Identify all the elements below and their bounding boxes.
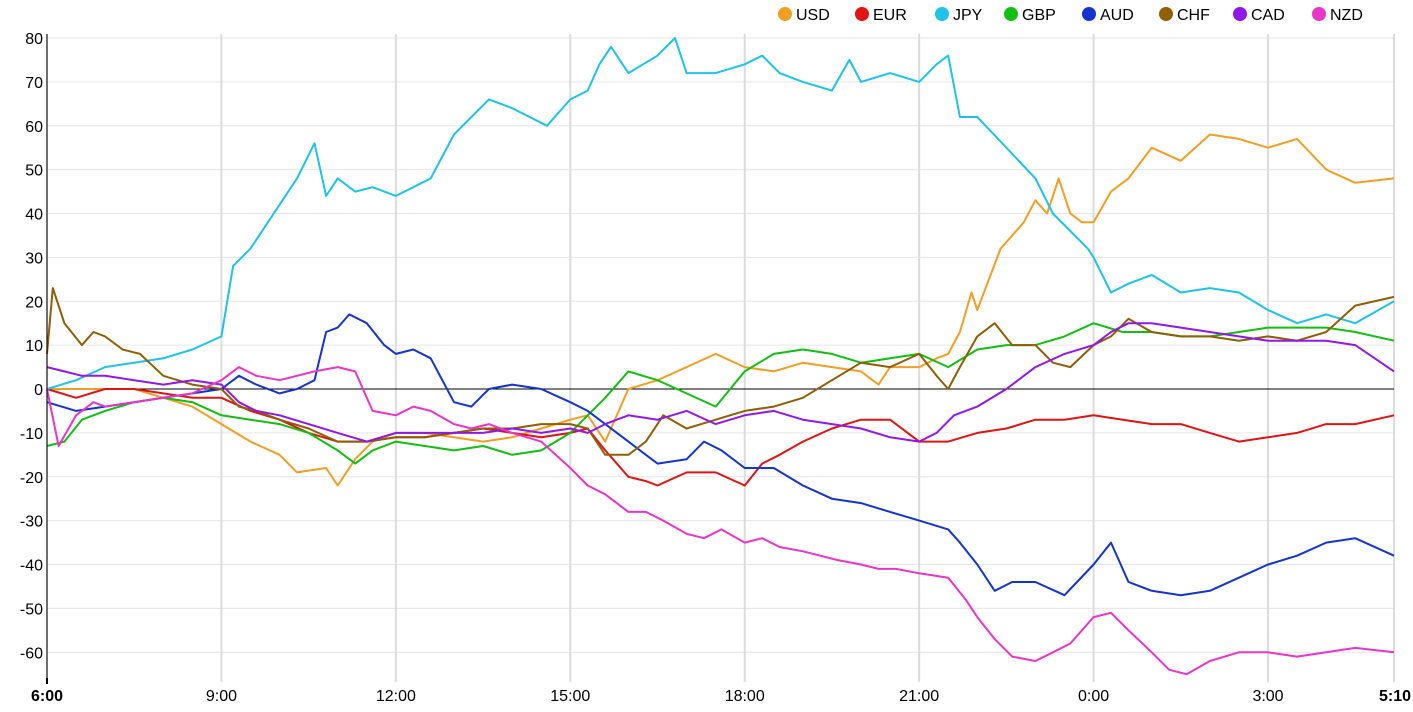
legend-item-usd[interactable]: USD (778, 7, 830, 24)
series-line-cad[interactable] (46, 322, 1395, 443)
legend-swatch (1233, 7, 1247, 21)
y-tick-label: 80 (25, 31, 43, 48)
series-line-usd[interactable] (47, 133, 1395, 487)
y-tick-label: -30 (20, 514, 43, 531)
x-tick-label: 3:00 (1252, 688, 1283, 705)
legend-item-nzd[interactable]: NZD (1312, 7, 1363, 24)
y-tick-label: -50 (20, 601, 43, 618)
y-tick-label: 30 (25, 250, 43, 267)
legend-label: AUD (1100, 7, 1134, 24)
legend-item-gbp[interactable]: GBP (1004, 7, 1056, 24)
y-tick-label: 50 (25, 163, 43, 180)
legend-label: GBP (1022, 7, 1056, 24)
grid (46, 34, 1395, 682)
legend-swatch (935, 7, 949, 21)
x-tick-label: 5:10 (1379, 688, 1411, 705)
series-line-chf[interactable] (46, 287, 1395, 456)
x-tick-label: 12:00 (376, 688, 416, 705)
series-line-gbp[interactable] (46, 322, 1395, 465)
y-tick-label: -10 (20, 426, 43, 443)
legend-label: USD (796, 7, 830, 24)
series-line-aud[interactable] (46, 313, 1395, 597)
y-tick-label: 20 (25, 294, 43, 311)
legend-item-chf[interactable]: CHF (1159, 7, 1210, 24)
legend-swatch (1312, 7, 1326, 21)
legend-swatch (1082, 7, 1096, 21)
y-tick-label: 10 (25, 338, 43, 355)
x-tick-label: 6:00 (31, 688, 63, 705)
legend-swatch (778, 7, 792, 21)
x-tick-label: 15:00 (550, 688, 590, 705)
y-tick-label: -60 (20, 645, 43, 662)
y-tick-label: 40 (25, 207, 43, 224)
x-axis-tick-labels: 6:00 9:00 12:00 15:00 18:00 21:00 0:00 3:00 5:10 (31, 688, 1411, 705)
legend-swatch (1004, 7, 1018, 21)
y-axis-tick-labels: 80 70 60 50 40 30 20 10 0 -10 -20 -30 -40 -50 -60 (20, 31, 43, 662)
series-line-nzd[interactable] (46, 366, 1395, 676)
series-line-eur[interactable] (46, 388, 1395, 487)
y-tick-label: 60 (25, 119, 43, 136)
legend-swatch (855, 7, 869, 21)
legend[interactable]: USD EUR JPY GBP AUD CHF CAD NZD (778, 7, 1363, 24)
x-tick-label: 18:00 (725, 688, 765, 705)
series-line-jpy[interactable] (46, 37, 1395, 390)
x-tick-label: 9:00 (206, 688, 237, 705)
legend-label: NZD (1330, 7, 1363, 24)
y-tick-label: -40 (20, 558, 43, 575)
legend-item-eur[interactable]: EUR (855, 7, 907, 24)
legend-swatch (1159, 7, 1173, 21)
legend-item-cad[interactable]: CAD (1233, 7, 1285, 24)
x-tick-label: 21:00 (899, 688, 939, 705)
legend-label: CAD (1251, 7, 1285, 24)
series-lines (46, 37, 1395, 676)
y-tick-label: 70 (25, 75, 43, 92)
x-tick-label: 0:00 (1078, 688, 1109, 705)
legend-label: JPY (953, 7, 983, 24)
y-tick-label: -20 (20, 470, 43, 487)
legend-item-aud[interactable]: AUD (1082, 7, 1134, 24)
legend-label: CHF (1177, 7, 1210, 24)
y-tick-label: 0 (34, 382, 43, 399)
legend-label: EUR (873, 7, 907, 24)
legend-item-jpy[interactable]: JPY (935, 7, 983, 24)
